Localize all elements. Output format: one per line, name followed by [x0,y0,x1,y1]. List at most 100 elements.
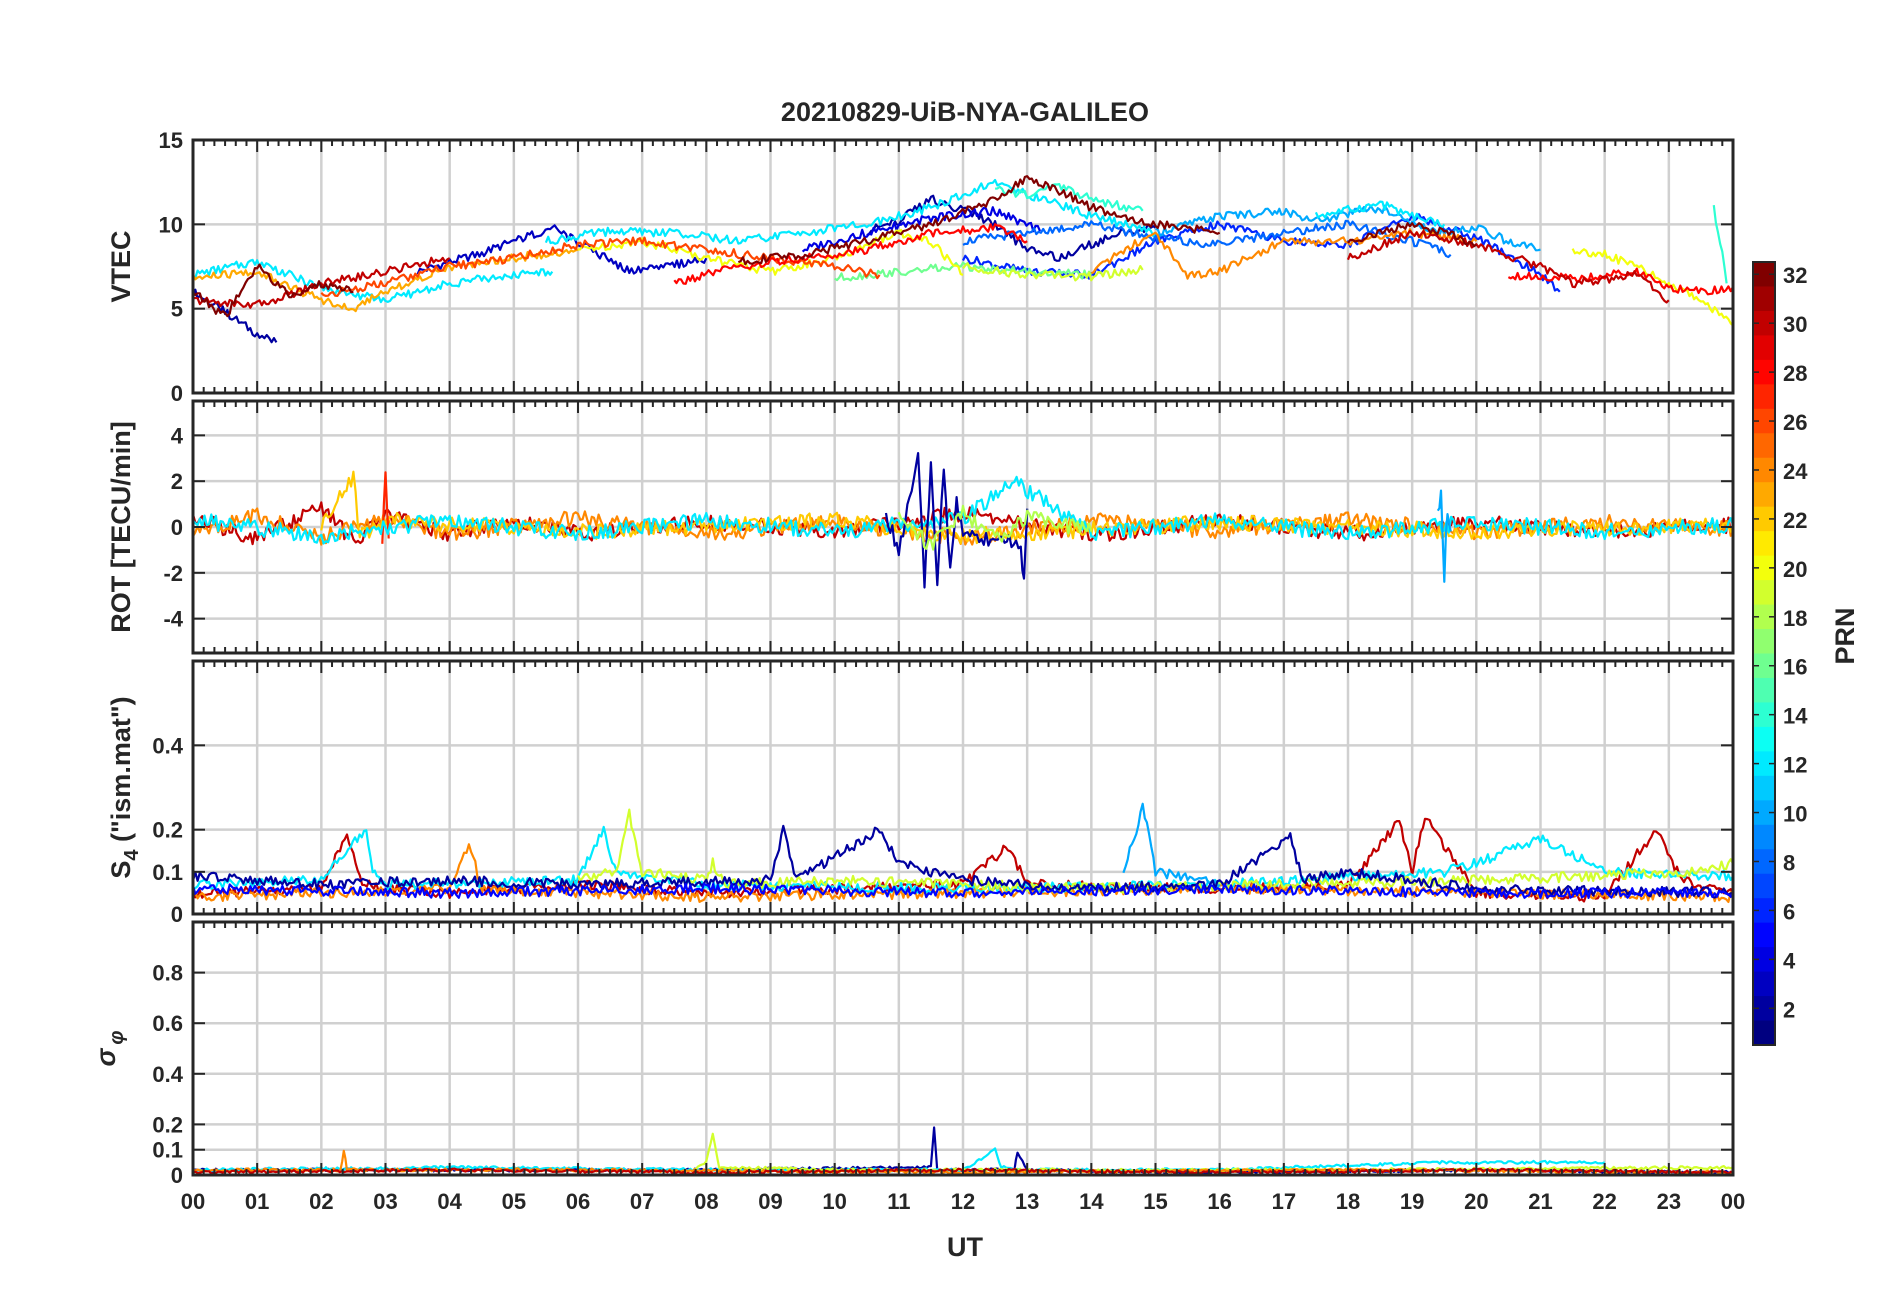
series-line-prn-27 [381,471,390,544]
x-tick-label: 12 [951,1189,975,1214]
series-line-prn-14 [995,183,1144,212]
colorbar-swatch [1753,677,1775,704]
y-tick-label: 0.4 [152,1062,183,1087]
x-tick-label: 13 [1015,1189,1039,1214]
colorbar-swatch [1753,457,1775,483]
colorbar-swatch [1753,726,1775,752]
y-tick-label: 0 [171,381,183,406]
colorbar-tick-label: 10 [1783,802,1807,827]
colorbar-tick-label: 14 [1783,704,1808,729]
colorbar-swatch [1753,555,1775,581]
series-line-prn-14 [1712,204,1728,284]
vtec-panel: 0 5 10 15 VTEC [106,128,1735,406]
panel-frame [191,399,1735,655]
series-line-prn-16 [834,261,1093,282]
x-tick-label: 06 [566,1189,590,1214]
x-tick-label: 04 [437,1189,462,1214]
series-line-prn-20 [577,228,964,276]
series-line-prn-32 [737,175,1221,266]
x-tick-label: 08 [694,1189,718,1214]
sigma-phi-panel: 00.10.2 0.4 0.6 0.8 σφ [91,920,1735,1188]
colorbar-swatch [1753,286,1775,312]
y-tick-label: 0.2 [152,1112,183,1137]
s4-symbol: S [106,861,136,879]
colorbar: 32 30 28 26 24 22 20 18 16 14 12 10 8 6 4 2 [1752,261,1808,1046]
phi-subscript: φ [106,1031,128,1045]
colorbar-swatch [1753,482,1775,508]
colorbar-swatch [1753,408,1775,434]
y-tick-label: 0 [171,1163,183,1188]
series-line-prn-2 [866,194,1157,262]
sigma-symbol: σ [91,1048,121,1067]
colorbar-swatch [1753,359,1775,385]
series-line-prn-26 [320,236,881,297]
colorbar-swatch [1753,262,1775,288]
chart-title: 20210829-UiB-NYA-GALILEO [781,97,1149,127]
colorbar-swatch [1753,824,1775,850]
y-tick-label: 0.1 [152,1138,183,1163]
panel-frame [191,659,1735,916]
y-tick-label: 0.8 [152,961,183,986]
y-tick-label: -2 [163,561,183,586]
rot-panel: -4 -2 0 2 4 ROT [TECU/min] [106,399,1735,655]
x-tick-label: 07 [630,1189,654,1214]
x-tick-label: 23 [1657,1189,1681,1214]
colorbar-tick-label: 6 [1783,899,1795,924]
colorbar-swatch [1753,629,1775,655]
colorbar-swatch [1753,702,1775,728]
series-line-prn-10 [1155,204,1541,252]
y-tick-label: 5 [171,297,183,322]
colorbar-tick-label: 20 [1783,557,1807,582]
series-line-prn-10 [1436,489,1452,583]
series-line-prn-8 [962,219,1452,259]
series-line-prn-30 [1346,229,1670,304]
colorbar-frame [1752,261,1776,1046]
series-line-prn-12 [1314,200,1446,229]
colorbar-tick-label: 22 [1783,508,1807,533]
colorbar-swatch [1753,775,1775,801]
y-tick-label: 15 [159,128,183,153]
colorbar-swatch [1753,335,1775,361]
colorbar-swatch [1753,971,1775,997]
x-tick-label: 14 [1079,1189,1104,1214]
y-tick-label: 4 [171,423,184,448]
y-axis-label-s4: S4 ("ism.mat") [106,696,143,878]
series-line-prn-2 [884,452,1029,589]
series-line-prn-28 [1507,267,1734,296]
series-line-prn-18 [897,504,1093,551]
y-tick-label: 0 [171,515,183,540]
x-tick-label: 15 [1143,1189,1167,1214]
x-axis-label: UT [947,1232,983,1262]
series-line-prn-4 [801,206,1042,253]
colorbar-tick-label: 12 [1783,753,1807,778]
colorbar-swatch [1753,433,1775,459]
series-line-prn-19 [962,262,1144,282]
y-tick-label: 10 [159,212,183,237]
x-tick-label: 05 [502,1189,526,1214]
colorbar-label: PRN [1830,607,1860,664]
colorbar-swatch [1753,800,1775,826]
colorbar-tick-label: 8 [1783,850,1795,875]
colorbar-swatch [1753,506,1775,532]
panel-frame [191,920,1735,1177]
panel-frame [191,138,1735,395]
series-line-prn-23 [192,248,579,313]
series-line-prn-32 [1347,222,1477,248]
x-tick-label: 00 [1721,1189,1745,1214]
x-tick-label: 01 [245,1189,269,1214]
colorbar-swatch [1753,604,1775,630]
x-tick-label: 03 [373,1189,397,1214]
colorbar-swatch [1753,922,1775,948]
colorbar-tick-label: 28 [1783,361,1807,386]
x-tick-label: 00 [181,1189,205,1214]
x-tick-label: 19 [1400,1189,1424,1214]
colorbar-tick-label: 2 [1783,997,1795,1022]
colorbar-tick-label: 26 [1783,410,1807,435]
y-axis-label-sigma_phi: σφ [91,1031,128,1067]
colorbar-swatch [1753,653,1775,679]
x-axis-tick-labels: 00 01 02 03 04 05 06 07 08 09 10 11 12 13 14 15 16 17 18 19… [181,1189,1745,1214]
colorbar-swatch [1753,751,1775,777]
series-line-prn-5 [191,882,1734,900]
x-tick-label: 18 [1336,1189,1360,1214]
series-line-prn-20 [1571,248,1734,327]
